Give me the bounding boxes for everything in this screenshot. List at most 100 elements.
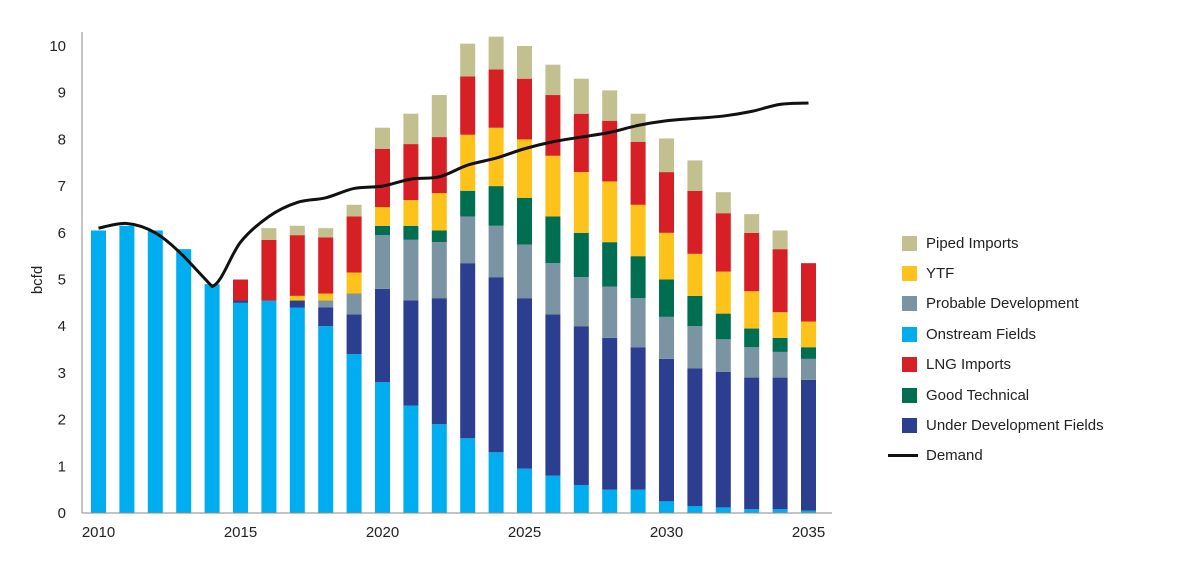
bar-piped-2034 [772, 230, 788, 250]
bar-goodtech-2025 [517, 197, 532, 245]
legend-onstream-fields: Onstream Fields [888, 319, 1188, 349]
bar-onstream-2014 [204, 284, 220, 513]
bar-onstream-2012 [147, 230, 163, 513]
bar-ytf-2023 [460, 134, 476, 191]
bar-onstream-2027 [573, 484, 589, 513]
bar-lng-2021 [403, 144, 419, 201]
bar-ytf-2022 [431, 193, 447, 231]
x-tick-label-2025: 2025 [508, 524, 541, 541]
bar-onstream-2033 [744, 509, 760, 513]
x-tick-label-2035: 2035 [792, 524, 825, 541]
bar-ytf-2021 [403, 200, 419, 226]
bar-goodtech-2029 [630, 256, 646, 299]
bar-onstream-2020 [375, 382, 390, 513]
bar-ytf-2026 [545, 155, 561, 217]
y-tick-label-5: 5 [58, 272, 66, 289]
bar-lng-2023 [460, 76, 476, 135]
bar-probable-2023 [460, 216, 476, 264]
bar-goodtech-2024 [488, 186, 504, 226]
legend-label: Piped Imports [926, 234, 1019, 252]
bar-underdev-2021 [403, 300, 419, 406]
bar-goodtech-2023 [460, 190, 476, 217]
bar-probable-2029 [630, 298, 646, 348]
bar-underdev-2026 [545, 314, 561, 476]
bar-onstream-2035 [801, 510, 816, 513]
bar-onstream-2010 [91, 230, 106, 513]
bar-lng-2015 [233, 279, 248, 301]
bar-ytf-2017 [289, 295, 305, 301]
bar-ytf-2035 [801, 321, 816, 348]
bar-underdev-2025 [517, 298, 532, 469]
bar-underdev-2018 [318, 307, 334, 327]
bar-probable-2035 [801, 358, 816, 380]
legend-color-swatch [902, 418, 917, 434]
bar-piped-2029 [630, 113, 646, 142]
bar-lng-2017 [289, 235, 305, 296]
bar-ytf-2032 [715, 271, 731, 314]
legend-color-swatch [902, 326, 917, 342]
x-tick-label-2015: 2015 [224, 524, 257, 541]
bar-lng-2020 [375, 148, 390, 208]
bar-piped-2028 [602, 90, 618, 121]
bar-goodtech-2020 [375, 225, 390, 236]
bar-underdev-2027 [573, 326, 589, 485]
bar-underdev-2020 [375, 288, 390, 383]
bar-lng-2031 [687, 190, 703, 254]
legend-color-swatch [902, 266, 917, 282]
y-tick-label-9: 9 [58, 85, 66, 102]
demand-line [98, 101, 809, 289]
legend-label: Demand [926, 447, 983, 465]
bar-goodtech-2035 [801, 347, 816, 359]
bar-probable-2019 [346, 293, 362, 315]
bar-underdev-2017 [289, 300, 305, 308]
bar-goodtech-2021 [403, 225, 419, 240]
bar-underdev-2031 [687, 368, 703, 506]
bar-lng-2027 [573, 113, 589, 173]
bars-layer [91, 36, 816, 514]
demand-line-layer [98, 101, 809, 289]
legend-under-development-fields: Under Development Fields [888, 410, 1188, 440]
bar-onstream-2019 [346, 354, 362, 513]
bar-piped-2022 [431, 95, 447, 138]
bar-goodtech-2030 [659, 279, 674, 317]
bar-lng-2022 [431, 137, 447, 194]
y-tick-label-3: 3 [58, 365, 66, 382]
bar-underdev-2032 [715, 371, 731, 508]
axes-layer [81, 32, 832, 514]
bar-lng-2024 [488, 69, 504, 128]
legend-lng-imports: LNG Imports [888, 350, 1188, 380]
bar-onstream-2021 [403, 405, 419, 513]
bar-onstream-2029 [630, 489, 646, 513]
bar-lng-2025 [517, 78, 532, 140]
bar-goodtech-2031 [687, 295, 703, 327]
x-tick-label-2030: 2030 [650, 524, 683, 541]
bar-onstream-2025 [517, 468, 532, 513]
bar-piped-2032 [715, 192, 731, 214]
legend-color-swatch [902, 235, 917, 251]
bar-piped-2026 [545, 64, 561, 96]
bar-onstream-2013 [176, 249, 192, 513]
legend-color-swatch [902, 357, 917, 373]
y-tick-label-10: 10 [49, 38, 66, 55]
bar-onstream-2015 [233, 302, 248, 513]
bar-probable-2026 [545, 263, 561, 315]
y-axis-title: bcfd [29, 266, 46, 294]
bar-ytf-2034 [772, 312, 788, 338]
bar-onstream-2018 [318, 326, 334, 513]
bar-probable-2028 [602, 286, 618, 338]
y-axis-label: bcfd [29, 266, 46, 294]
bar-piped-2033 [744, 214, 760, 233]
bar-probable-2024 [488, 225, 504, 278]
legend-ytf: YTF [888, 258, 1188, 288]
bar-lng-2030 [659, 172, 674, 233]
bar-probable-2020 [375, 235, 390, 289]
bar-lng-2019 [346, 216, 362, 273]
bar-lng-2026 [545, 95, 561, 156]
bar-probable-2027 [573, 277, 589, 327]
bar-onstream-2022 [431, 424, 447, 513]
bar-ytf-2027 [573, 172, 589, 233]
bar-underdev-2028 [602, 337, 618, 490]
bar-onstream-2030 [659, 501, 674, 513]
legend-good-technical: Good Technical [888, 380, 1188, 410]
